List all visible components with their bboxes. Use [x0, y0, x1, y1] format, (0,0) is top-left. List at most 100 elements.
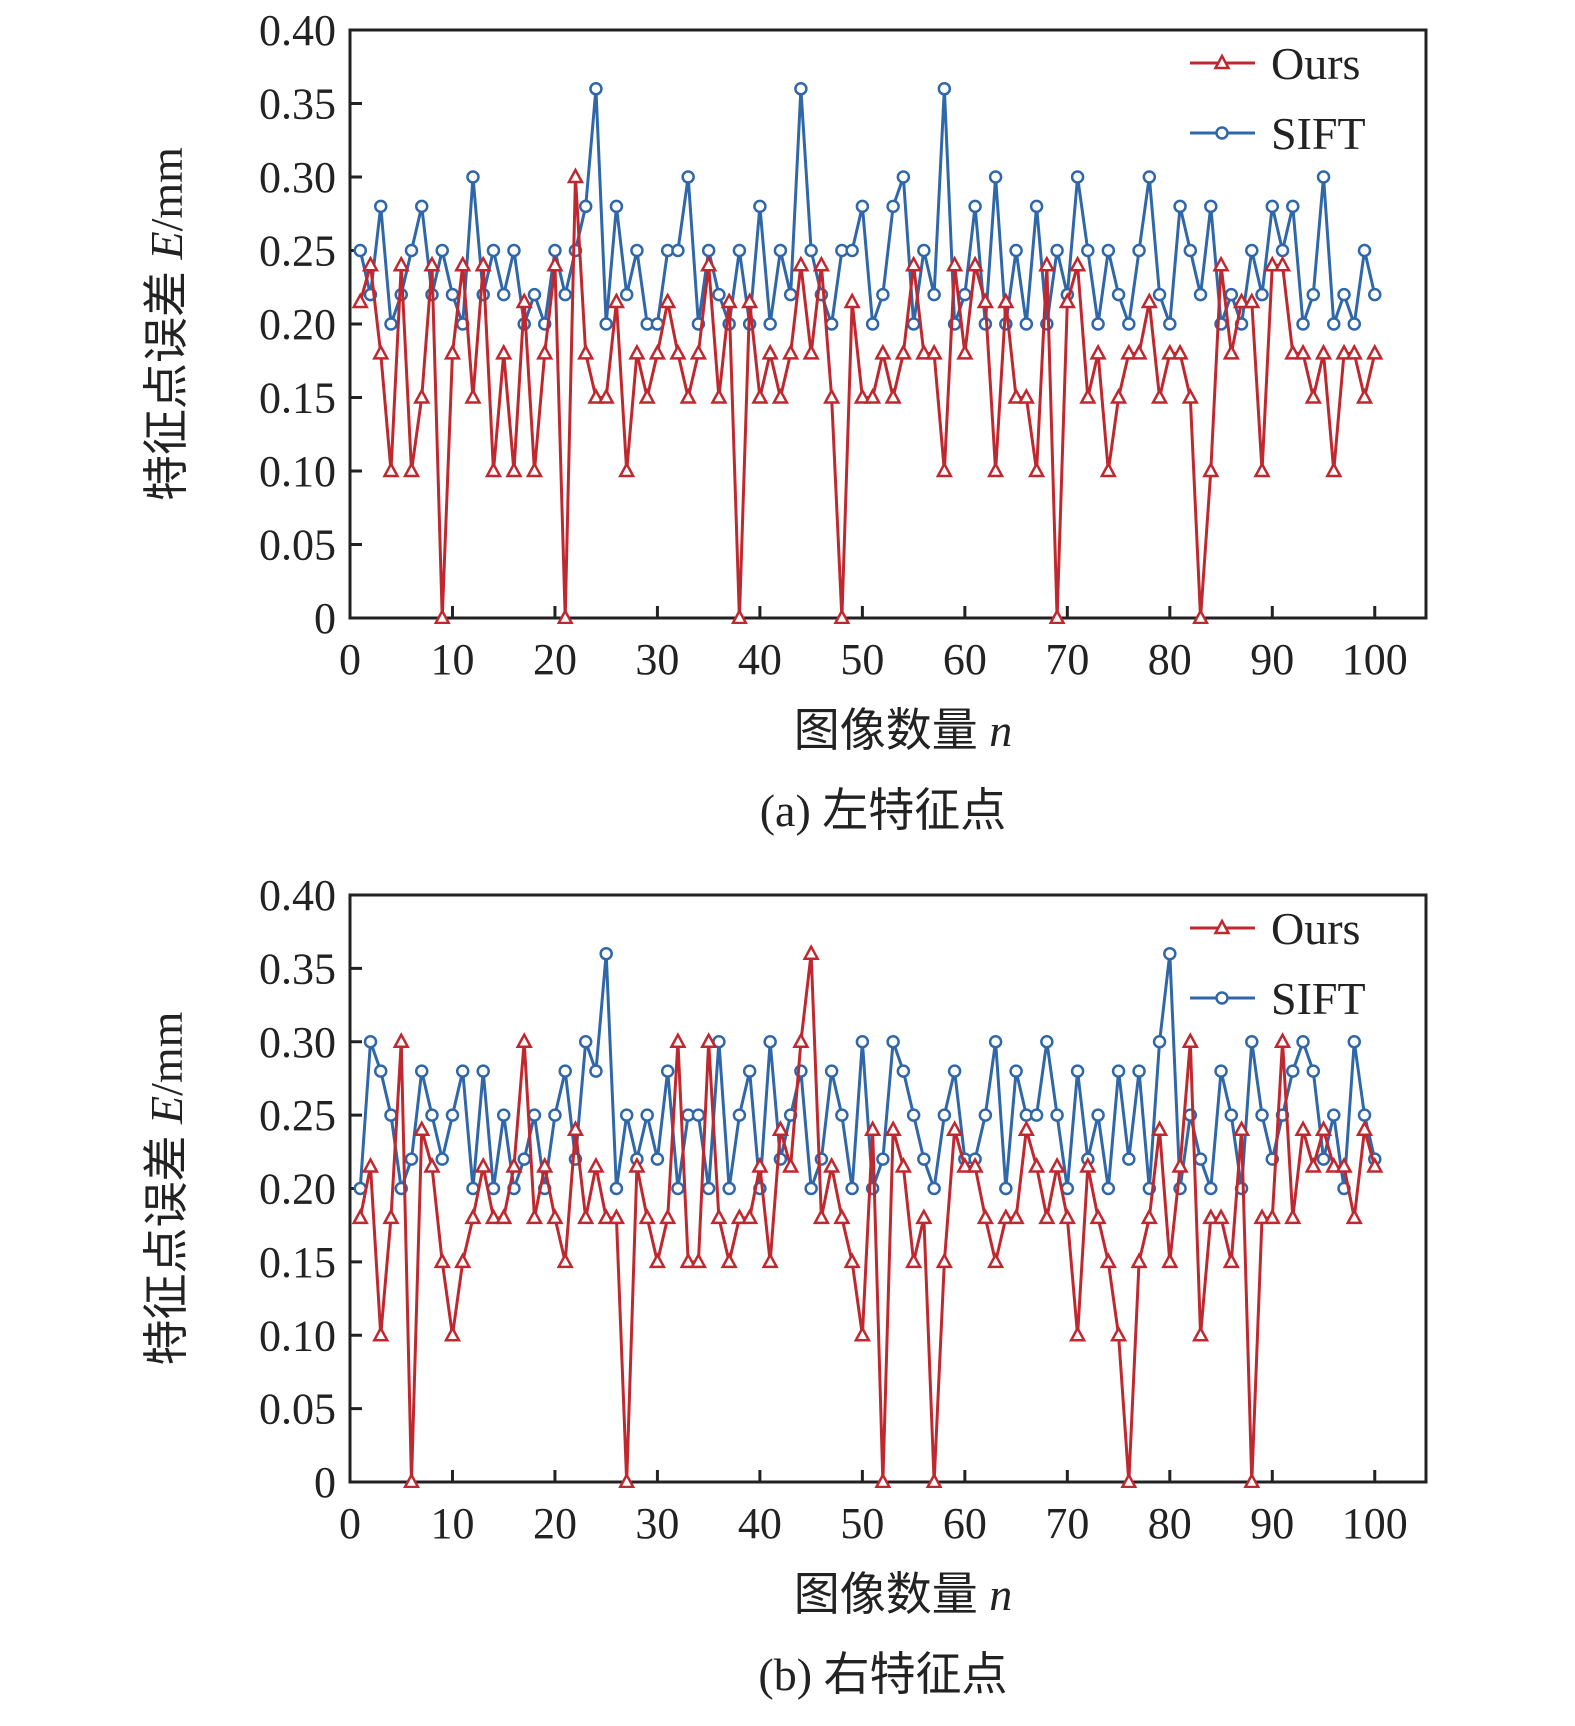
data-point-ours	[997, 292, 1015, 309]
data-point-sift	[1163, 317, 1177, 331]
data-point-ours	[1038, 255, 1056, 272]
x-tick-label: 90	[1250, 635, 1294, 684]
y-tick-label: 0.05	[259, 1385, 336, 1434]
data-point-ours	[402, 461, 421, 478]
series-line-ours	[358, 953, 1377, 1483]
y-tick-label: 0.15	[259, 1238, 336, 1287]
data-point-ours	[1099, 1252, 1117, 1269]
data-point-ours	[648, 343, 667, 360]
data-point-ours	[700, 255, 718, 272]
data-point-ours	[782, 343, 800, 360]
x-tick-label: 40	[738, 1499, 782, 1548]
data-point-ours	[771, 1120, 789, 1137]
data-point-sift	[896, 170, 911, 184]
legend-marker	[1215, 126, 1229, 140]
data-point-sift	[1193, 1152, 1208, 1166]
plot-frame	[348, 28, 1428, 620]
data-point-ours	[1017, 387, 1035, 404]
data-point-ours	[464, 1208, 482, 1225]
data-point-ours	[372, 1325, 390, 1342]
x-tick-label: 40	[738, 635, 782, 684]
data-point-sift	[1050, 1108, 1064, 1122]
data-point-ours	[1366, 343, 1384, 360]
data-point-ours	[1007, 1208, 1025, 1225]
data-point-sift	[609, 199, 624, 214]
data-point-ours	[1345, 1208, 1363, 1225]
x-tick-label: 100	[1342, 635, 1408, 684]
data-point-ours	[751, 387, 769, 404]
data-point-ours	[423, 1156, 441, 1173]
data-point-ours	[1079, 387, 1097, 404]
data-point-sift	[1347, 1035, 1362, 1049]
data-point-ours	[1099, 461, 1117, 478]
data-point-sift	[906, 1108, 921, 1122]
data-point-sift	[763, 1035, 777, 1049]
data-point-sift	[507, 243, 521, 258]
data-point-ours	[382, 1208, 400, 1225]
data-point-sift	[517, 1152, 531, 1166]
data-point-ours	[1325, 461, 1343, 478]
data-point-ours	[802, 944, 820, 960]
x-tick-label: 70	[1045, 1499, 1089, 1548]
data-point-sift	[578, 199, 593, 214]
data-point-sift	[599, 946, 613, 961]
data-point-ours	[956, 343, 974, 360]
data-point-ours	[1017, 1120, 1035, 1137]
data-point-ours	[884, 1120, 902, 1137]
data-point-ours	[1181, 387, 1199, 404]
data-point-ours	[669, 1032, 687, 1048]
data-point-ours	[628, 343, 646, 360]
data-point-ours	[761, 343, 779, 360]
data-point-sift	[968, 199, 982, 214]
data-point-sift	[845, 243, 859, 258]
y-tick-label: 0.40	[259, 6, 336, 55]
data-point-sift	[496, 1108, 511, 1122]
data-point-ours	[659, 292, 677, 309]
data-point-ours	[792, 1032, 810, 1048]
x-tick-label: 20	[533, 1499, 577, 1548]
data-point-sift	[1214, 1064, 1228, 1078]
data-point-ours	[413, 387, 431, 404]
data-point-sift	[404, 243, 419, 258]
data-point-ours	[1232, 292, 1251, 309]
data-point-ours	[1171, 343, 1189, 360]
data-point-ours	[618, 461, 636, 478]
data-point-sift	[947, 1064, 962, 1078]
data-point-sift	[1357, 1108, 1372, 1122]
data-point-ours	[689, 1252, 708, 1269]
data-point-ours	[515, 1032, 533, 1048]
data-point-ours	[720, 292, 738, 309]
series-sift	[353, 82, 1382, 331]
data-point-sift	[1357, 243, 1372, 258]
data-point-sift	[794, 82, 808, 96]
data-point-sift	[1009, 1064, 1023, 1078]
data-point-sift	[1306, 287, 1321, 302]
data-point-sift	[1132, 243, 1146, 258]
data-point-ours	[1294, 343, 1312, 360]
y-tick-label: 0.20	[259, 300, 336, 349]
data-point-sift	[855, 1035, 870, 1049]
data-point-ours	[628, 1156, 646, 1173]
data-point-sift	[917, 243, 931, 258]
data-point-sift	[1152, 1035, 1167, 1049]
data-point-ours	[382, 461, 400, 478]
data-point-sift	[435, 1152, 449, 1166]
data-point-ours	[1150, 387, 1169, 404]
data-point-ours	[1284, 343, 1302, 360]
data-point-sift	[896, 1064, 911, 1078]
data-point-sift	[804, 243, 818, 258]
data-point-ours	[1161, 1252, 1179, 1269]
data-point-ours	[925, 1472, 943, 1488]
data-point-ours	[1130, 343, 1148, 360]
data-point-ours	[515, 292, 533, 309]
data-point-sift	[630, 243, 644, 258]
data-point-sift	[824, 1064, 839, 1078]
y-tick-label: 0.40	[259, 871, 336, 920]
legend-marker	[1215, 991, 1229, 1005]
data-point-sift	[886, 1035, 900, 1049]
data-point-ours	[915, 343, 933, 360]
y-tick-label: 0	[314, 594, 336, 643]
data-point-ours	[566, 1120, 585, 1137]
data-point-ours	[823, 1156, 841, 1173]
data-point-sift	[845, 1181, 859, 1196]
